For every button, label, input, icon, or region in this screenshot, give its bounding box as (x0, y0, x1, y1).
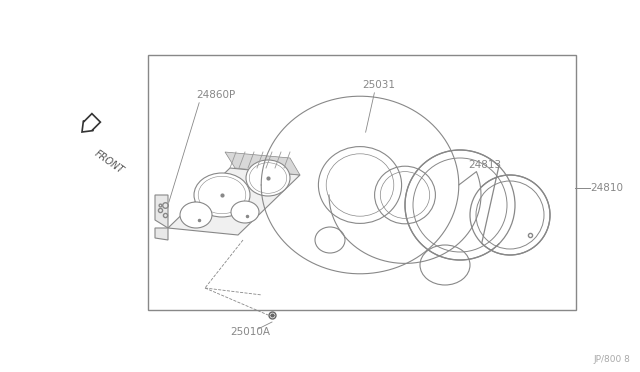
Text: FRONT: FRONT (93, 148, 126, 175)
Text: 25010A: 25010A (230, 327, 270, 337)
Polygon shape (168, 168, 300, 235)
Text: 25031: 25031 (362, 80, 395, 90)
Ellipse shape (194, 173, 250, 217)
Ellipse shape (231, 201, 259, 223)
Bar (148, 55, 576, 310)
Ellipse shape (180, 202, 212, 228)
Text: 24813: 24813 (468, 160, 501, 170)
Polygon shape (155, 195, 168, 228)
Polygon shape (225, 152, 300, 175)
Text: JP/800 8: JP/800 8 (593, 356, 630, 365)
Text: 24860P: 24860P (196, 90, 236, 100)
Text: 24810: 24810 (590, 183, 623, 193)
Polygon shape (155, 228, 168, 240)
Ellipse shape (246, 160, 290, 196)
Polygon shape (82, 113, 100, 132)
